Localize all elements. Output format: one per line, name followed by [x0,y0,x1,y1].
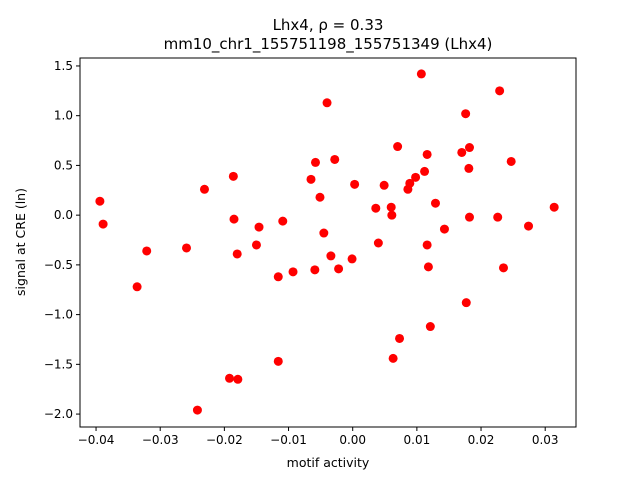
data-point [457,147,467,157]
data-point [273,272,283,282]
data-point [388,353,398,363]
data-point [422,149,432,159]
y-tick-label: −1.5 [44,357,73,371]
data-point [371,203,381,213]
x-tick-label: 0.01 [404,433,431,447]
data-point [461,298,471,308]
data-point [254,222,264,232]
chart-title-line2: mm10_chr1_155751198_155751349 (Lhx4) [164,35,493,54]
data-point [350,179,360,189]
y-tick-label: 0.0 [54,208,73,222]
data-point [326,251,336,261]
y-tick-label: −2.0 [44,407,73,421]
data-point [228,171,238,181]
data-point [334,264,344,274]
data-point [322,98,332,108]
data-point [393,142,403,152]
y-tick-label: 1.5 [54,59,73,73]
data-point [549,202,559,212]
data-point [319,228,329,238]
x-axis-ticks: −0.04 −0.03 −0.02 −0.01 0.00 0.01 0.02 0.03 [78,427,559,447]
data-point [379,180,389,190]
data-point [461,109,471,119]
chart-title-line1: Lhx4, ρ = 0.33 [273,16,384,34]
x-tick-label: 0.00 [339,433,366,447]
data-point [192,405,202,415]
data-point [199,184,209,194]
data-point [373,238,383,248]
data-point [273,356,283,366]
data-point [493,212,503,222]
data-point [430,198,440,208]
data-point [95,196,105,206]
data-point [288,267,298,277]
x-tick-label: 0.02 [468,433,495,447]
data-point [386,202,396,212]
data-point [422,240,432,250]
data-point [464,163,474,173]
data-point [416,69,426,79]
data-point [229,214,239,224]
data-point [464,143,474,153]
y-tick-label: −1.0 [44,308,73,322]
x-tick-label: −0.01 [270,433,307,447]
y-axis-label: signal at CRE (ln) [13,188,28,296]
data-point [142,246,152,256]
y-tick-label: 1.0 [54,109,73,123]
x-tick-label: −0.02 [206,433,243,447]
plot-frame [79,57,577,428]
data-point [251,240,261,250]
data-point [506,156,516,166]
data-point [411,172,421,182]
data-point [439,224,449,234]
data-point [310,265,320,275]
data-point [464,212,474,222]
data-point [423,262,433,272]
data-point [498,263,508,273]
data-point [310,157,320,167]
data-point [347,254,357,264]
data-point [98,219,108,229]
data-point [315,192,325,202]
y-tick-label: 0.5 [54,158,73,172]
data-point [495,86,505,96]
x-axis-label: motif activity [287,455,370,470]
data-point [278,216,288,226]
data-point [232,249,242,259]
data-point [395,333,405,343]
data-point [387,210,397,220]
data-point [225,373,235,383]
x-tick-label: 0.03 [532,433,559,447]
data-point [233,374,243,384]
x-tick-label: −0.03 [142,433,179,447]
data-point [420,166,430,176]
data-point [524,221,534,231]
y-tick-label: −0.5 [44,258,73,272]
data-point [425,322,435,332]
data-point [182,243,192,253]
data-points [95,69,559,415]
data-point [306,174,316,184]
x-tick-label: −0.04 [78,433,115,447]
data-point [330,154,340,164]
data-point [132,282,142,292]
y-axis-ticks: −2.0 −1.5 −1.0 −0.5 0.0 0.5 1.0 1.5 [44,59,80,421]
data-point [405,178,415,188]
